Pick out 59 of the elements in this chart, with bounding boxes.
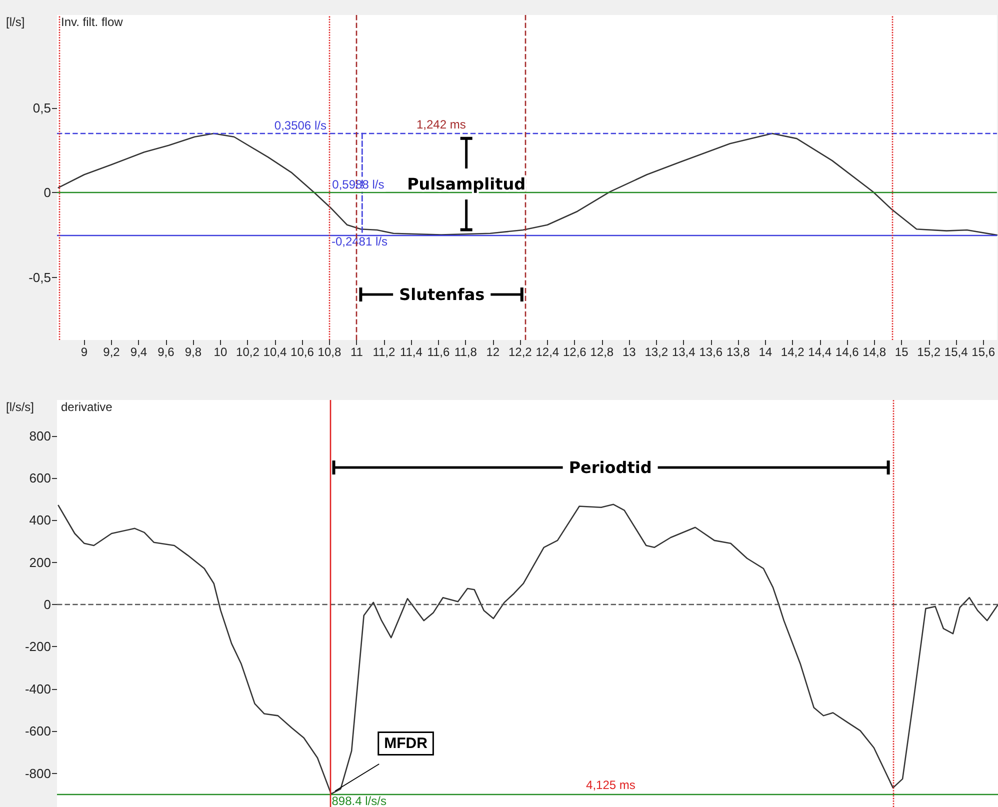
x-tick-label: 12 [486,345,500,359]
x-tick-label: 13,8 [726,345,750,359]
x-tick-label: 14,8 [862,345,886,359]
x-tick-label: 10,6 [290,345,314,359]
y-axis-title: [l/s/s] [6,400,34,414]
annotation: Pulsamplitud [407,174,526,194]
x-tick-label: 13,6 [699,345,723,359]
x-tick-label: 14 [758,345,772,359]
y-tick-label: 600 [29,470,51,486]
annotation: 1,242 ms [416,117,466,132]
x-tick-label: 13,4 [672,345,696,359]
x-tick-label: 14,6 [835,345,860,359]
x-tick-label: 14,4 [808,345,832,359]
x-tick-label: 11 [350,345,364,359]
y-tick-label: 0 [44,185,51,200]
x-tick-label: 12,6 [562,345,587,359]
y-tick-label: 400 [29,512,51,528]
y-tick-label: -200 [24,639,51,654]
x-tick-label: 12,8 [590,345,614,359]
x-tick-label: 14,2 [780,345,805,359]
x-tick-label: 10,4 [263,345,287,359]
annotation: Periodtid [568,458,652,478]
x-tick-label: 10,8 [318,345,342,359]
x-tick-label: 9,2 [103,345,120,359]
x-tick-label: 13,2 [644,345,668,359]
annotation: 4,125 ms [586,778,636,792]
x-tick-label: 15,4 [944,345,968,359]
x-tick-label: 10 [214,345,228,359]
x-tick-label: 12,4 [536,345,560,359]
x-tick-label: 11,8 [454,345,478,359]
annotation: Slutenfas [399,285,485,304]
x-tick-label: 11,4 [400,345,423,359]
x-tick-label: 11,6 [427,345,450,359]
chart-title: derivative [61,400,113,414]
x-tick-label: 15,2 [917,345,941,359]
y-tick-label: -0,5 [28,270,51,285]
x-tick-label: 10,2 [236,345,260,359]
x-tick-label: 13 [622,345,636,359]
y-tick-label: 200 [29,554,51,570]
x-tick-label: 12,2 [508,345,532,359]
x-tick-label: 15,6 [972,345,996,359]
x-tick-label: 9,6 [158,345,175,359]
y-axis-title: [l/s] [6,15,25,29]
ref-line-label: -0,2481 l/s [331,234,388,249]
x-tick-label: 15 [894,345,909,359]
y-tick-label: 0,5 [32,100,51,116]
x-tick-label: 9,8 [184,345,202,359]
y-tick-label: 0 [44,597,51,612]
x-tick-label: 9,4 [130,345,148,359]
ref-line-label: 898.4 l/s/s [332,794,386,807]
annotation: MFDR [384,735,428,752]
y-tick-label: -600 [24,724,51,739]
chart-title: Inv. filt. flow [61,15,124,29]
y-tick-label: -800 [24,766,51,781]
y-tick-label: -400 [24,681,51,696]
ref-line-label: 0,3506 l/s [274,118,326,132]
x-tick-label: 9 [80,345,88,359]
x-tick-label: 11,2 [372,345,396,359]
y-tick-label: 800 [29,428,51,444]
